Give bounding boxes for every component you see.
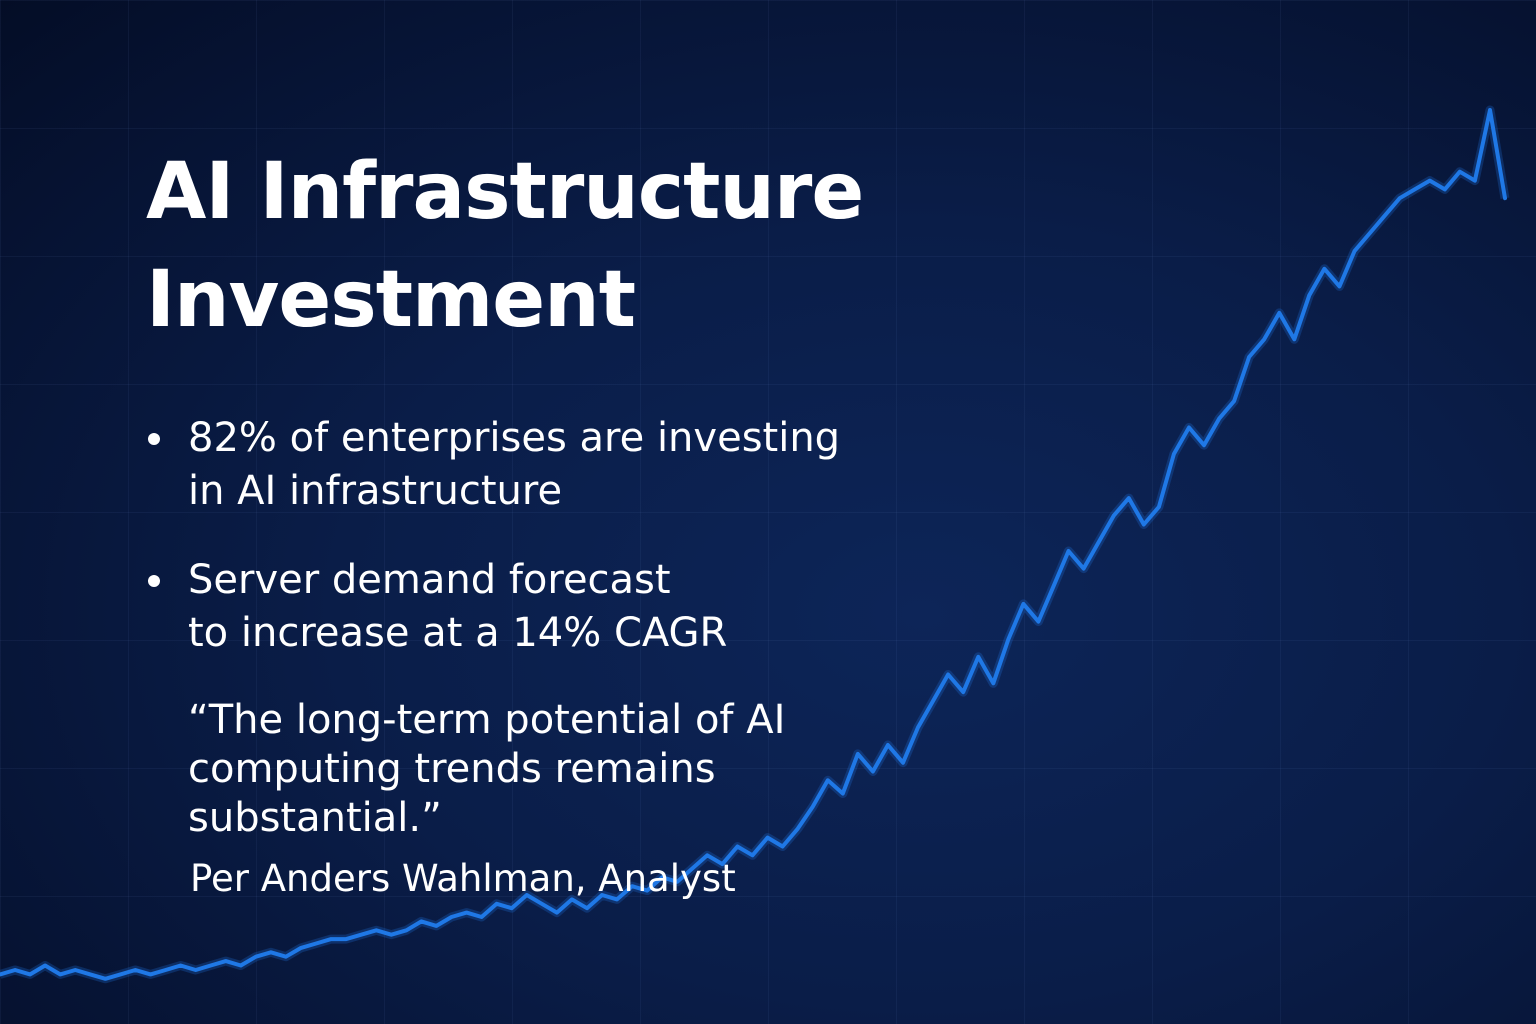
quote-line-1: “The long-term potential of AI (188, 697, 786, 743)
bullet-text-line-2: in AI infrastructure (188, 468, 563, 514)
bullet-text-line-2: to increase at a 14% CAGR (188, 610, 728, 656)
bullet-dot-icon (148, 433, 160, 445)
quote-line-3: substantial.” (188, 795, 442, 841)
series-group (0, 105, 1510, 984)
quote-line-2: computing trends remains (188, 746, 716, 792)
slide-content: AI Infrastructure Investment 82% of ente… (146, 138, 1046, 903)
analyst-quote: “The long-term potential of AI computing… (188, 696, 828, 843)
bullet-text-line-1: Server demand forecast (188, 557, 671, 603)
series-line-0 (0, 108, 1507, 981)
bullet-text-line-1: 82% of enterprises are investing (188, 415, 841, 461)
bullet-item-server-demand: Server demand forecast to increase at a … (146, 554, 948, 660)
title-line-1: AI Infrastructure (146, 147, 864, 237)
bullet-item-enterprises: 82% of enterprises are investing in AI i… (146, 412, 948, 518)
bullet-list: 82% of enterprises are investing in AI i… (146, 412, 1046, 660)
quote-attribution: Per Anders Wahlman, Analyst (190, 857, 736, 900)
title-line-2: Investment (146, 255, 636, 345)
bullet-dot-icon (148, 575, 160, 587)
slide-title: AI Infrastructure Investment (146, 138, 1046, 354)
